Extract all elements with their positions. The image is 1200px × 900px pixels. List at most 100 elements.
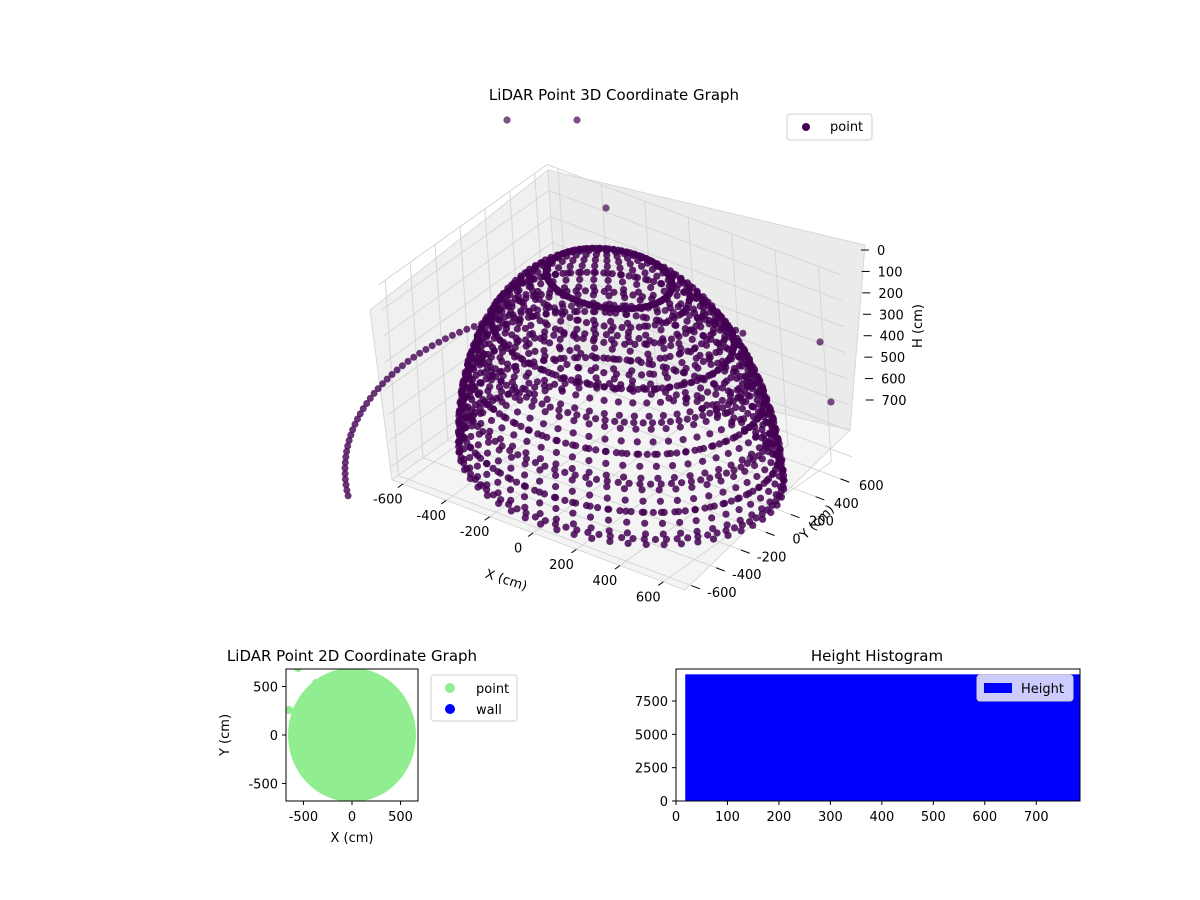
point-3d (619, 289, 628, 298)
point-3d (616, 507, 624, 515)
point-3d (363, 400, 371, 407)
point-3d (742, 398, 750, 406)
point-3d (723, 437, 731, 445)
point-3d (677, 540, 686, 548)
point-3d (544, 272, 552, 280)
point-3d (697, 384, 705, 392)
histogram-title: Height Histogram (811, 647, 943, 665)
point-3d (457, 454, 465, 462)
y-tick-label-3d: 200 (809, 515, 834, 530)
point-3d (638, 486, 646, 494)
point-3d (715, 339, 723, 348)
point-3d (543, 395, 551, 403)
point-3d (669, 397, 678, 405)
point-3d (497, 496, 505, 504)
point-3d (661, 369, 669, 377)
point-3d (534, 430, 542, 438)
x-tick-label-3d: 0 (514, 542, 522, 557)
point-3d (482, 375, 490, 383)
point-3d (591, 256, 600, 264)
point-3d (559, 269, 567, 278)
point-3d (643, 322, 652, 330)
point-3d (540, 356, 548, 364)
point-3d (600, 338, 608, 347)
point-3d (521, 360, 529, 368)
point-3d (729, 368, 738, 376)
x-tick-label-hist: 700 (1024, 810, 1049, 825)
point-3d (448, 331, 456, 339)
point-3d (467, 470, 475, 478)
point-3d (610, 288, 618, 296)
point-3d (536, 466, 544, 474)
point-3d (617, 437, 625, 445)
point-3d (749, 367, 758, 375)
point-3d (743, 459, 752, 468)
point-3d (651, 535, 660, 544)
point-3d (738, 521, 746, 529)
point-3d (404, 357, 412, 365)
y-tick-label-3d: 400 (834, 497, 859, 512)
point-3d (489, 405, 497, 413)
point-3d (593, 301, 601, 309)
point-3d (471, 475, 479, 483)
point-3d (701, 504, 709, 512)
point-3d (516, 396, 524, 404)
point-3d (684, 534, 692, 542)
point-3d (467, 432, 475, 441)
point-3d (563, 287, 571, 295)
point-3d (656, 497, 665, 505)
point-3d (729, 348, 737, 356)
point-3d (506, 486, 515, 494)
point-3d (513, 505, 521, 513)
point-3d (344, 492, 352, 500)
point-3d (700, 376, 708, 384)
point-3d (780, 477, 788, 485)
point-3d (435, 338, 443, 346)
point-3d (764, 418, 772, 426)
point-3d (652, 462, 661, 470)
legend-wall-marker (445, 704, 455, 714)
point-3d (455, 432, 464, 440)
point-3d (709, 369, 718, 377)
point-3d (701, 469, 709, 477)
point-3d (641, 519, 649, 527)
legend-wall-label: wall (476, 703, 502, 718)
point-3d (383, 375, 391, 383)
y-tick-label-3d: -400 (732, 568, 762, 583)
point-3d (568, 453, 577, 461)
point-3d (343, 486, 351, 494)
point-3d (571, 471, 579, 479)
point-3d (639, 497, 647, 505)
point-3d (508, 378, 516, 386)
point-3d (507, 464, 515, 472)
chart-2d: LiDAR Point 2D Coordinate Graph -500 0 500… (218, 647, 518, 846)
point-3d (543, 433, 551, 441)
point-3d (576, 302, 584, 309)
point-3d (562, 439, 570, 447)
point-3d (676, 518, 684, 527)
point-3d (592, 475, 601, 483)
point-3d (650, 386, 659, 394)
legend-histogram: Height (976, 674, 1074, 702)
point-3d (341, 475, 349, 483)
point-3d (673, 410, 681, 418)
point-3d (540, 382, 549, 390)
point-3d (691, 361, 699, 369)
point-3d (534, 306, 542, 314)
point-3d (716, 348, 724, 356)
point-3d (536, 477, 544, 485)
z-tick-label-3d: 600 (881, 373, 906, 388)
point-3d (746, 392, 754, 400)
y-tick-label-2d: 0 (270, 729, 278, 744)
point-3d (673, 292, 681, 300)
point-3d (645, 412, 653, 420)
x-axis-label-2d: X (cm) (331, 831, 374, 846)
point-3d (705, 492, 713, 500)
point-3d (722, 344, 730, 352)
point-3d (507, 453, 516, 461)
point-3d (613, 332, 621, 340)
point-3d (684, 460, 692, 468)
point-3d (540, 490, 549, 498)
point-3d (772, 450, 780, 458)
point-3d (624, 333, 632, 341)
